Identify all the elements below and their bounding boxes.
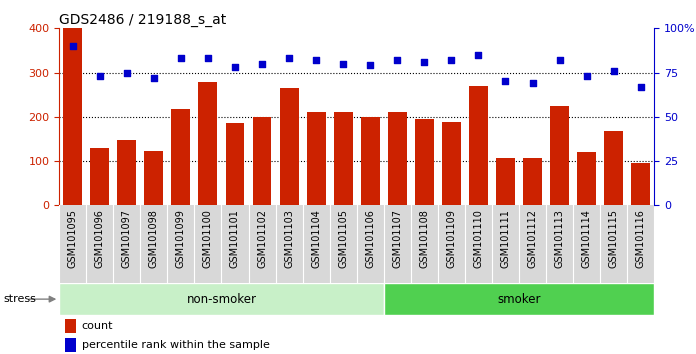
- Bar: [65, 338, 76, 352]
- Point: [419, 59, 430, 65]
- Text: GSM101110: GSM101110: [473, 209, 484, 268]
- Point: [338, 61, 349, 67]
- Point: [175, 56, 187, 61]
- Text: GSM101107: GSM101107: [393, 209, 402, 268]
- Point: [608, 68, 619, 74]
- Text: GSM101116: GSM101116: [635, 209, 646, 268]
- Text: GSM101099: GSM101099: [176, 209, 186, 268]
- Bar: [604, 131, 623, 205]
- Point: [310, 57, 322, 63]
- Bar: [63, 28, 82, 205]
- Text: GSM101097: GSM101097: [122, 209, 132, 268]
- Bar: [280, 88, 299, 205]
- Text: GSM101096: GSM101096: [95, 209, 104, 268]
- Point: [446, 57, 457, 63]
- Point: [283, 56, 294, 61]
- Bar: [333, 113, 353, 205]
- Bar: [59, 283, 383, 315]
- Bar: [226, 124, 244, 205]
- Point: [121, 70, 132, 75]
- Text: GSM101102: GSM101102: [257, 209, 267, 268]
- Bar: [361, 117, 380, 205]
- Bar: [496, 158, 515, 205]
- Text: smoker: smoker: [497, 293, 541, 306]
- Point: [392, 57, 403, 63]
- Bar: [383, 283, 654, 315]
- Text: GSM101095: GSM101095: [68, 209, 78, 268]
- Point: [148, 75, 159, 81]
- Bar: [469, 86, 488, 205]
- Bar: [65, 319, 76, 333]
- Bar: [415, 119, 434, 205]
- Bar: [442, 122, 461, 205]
- Text: percentile rank within the sample: percentile rank within the sample: [81, 341, 269, 350]
- Text: count: count: [81, 321, 113, 331]
- Text: stress: stress: [3, 294, 36, 304]
- Bar: [118, 140, 136, 205]
- Point: [635, 84, 647, 90]
- Point: [500, 79, 511, 84]
- Text: GSM101101: GSM101101: [230, 209, 240, 268]
- Text: GSM101109: GSM101109: [446, 209, 457, 268]
- Text: GDS2486 / 219188_s_at: GDS2486 / 219188_s_at: [59, 13, 226, 27]
- Text: GSM101103: GSM101103: [284, 209, 294, 268]
- Point: [67, 43, 78, 49]
- Bar: [550, 106, 569, 205]
- Text: GSM101111: GSM101111: [500, 209, 510, 268]
- Text: GSM101098: GSM101098: [149, 209, 159, 268]
- Bar: [388, 113, 406, 205]
- Text: GSM101105: GSM101105: [338, 209, 348, 268]
- Text: GSM101113: GSM101113: [555, 209, 564, 268]
- Point: [365, 63, 376, 68]
- Point: [554, 57, 565, 63]
- Point: [203, 56, 214, 61]
- Bar: [253, 117, 271, 205]
- Bar: [90, 148, 109, 205]
- Text: non-smoker: non-smoker: [187, 293, 256, 306]
- Point: [527, 80, 538, 86]
- Text: GSM101106: GSM101106: [365, 209, 375, 268]
- Bar: [631, 163, 650, 205]
- Text: GSM101104: GSM101104: [311, 209, 321, 268]
- Bar: [307, 112, 326, 205]
- Bar: [144, 152, 164, 205]
- Bar: [171, 109, 190, 205]
- Point: [581, 73, 592, 79]
- Point: [256, 61, 267, 67]
- Text: GSM101112: GSM101112: [528, 209, 537, 268]
- Text: GSM101114: GSM101114: [582, 209, 592, 268]
- Bar: [198, 82, 217, 205]
- Text: GSM101108: GSM101108: [419, 209, 429, 268]
- Bar: [523, 158, 542, 205]
- Text: GSM101115: GSM101115: [609, 209, 619, 268]
- Text: GSM101100: GSM101100: [203, 209, 213, 268]
- Point: [473, 52, 484, 58]
- Bar: [577, 152, 596, 205]
- Point: [94, 73, 105, 79]
- Point: [230, 64, 241, 70]
